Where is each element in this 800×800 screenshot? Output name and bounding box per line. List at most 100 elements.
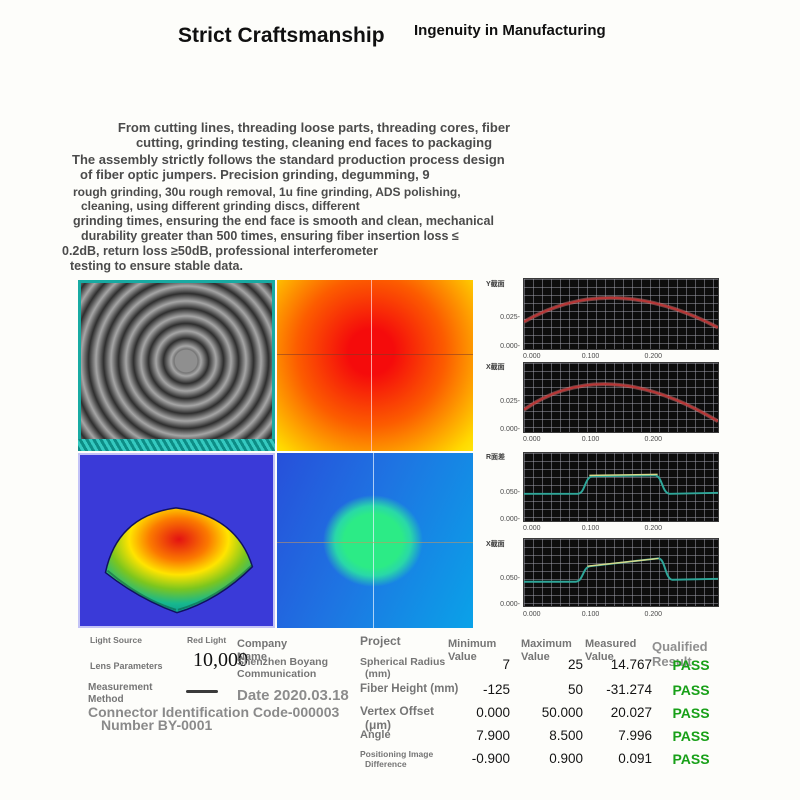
- paragraph-line: testing to ensure stable data.: [70, 258, 243, 273]
- x-axis-tick: 0.200: [644, 436, 663, 443]
- project-row-label: Spherical Radius (mm): [360, 656, 460, 680]
- project-name: Spherical Radius: [360, 656, 446, 668]
- project-name: Positioning Image: [360, 749, 434, 759]
- x-axis-ticks: 0.000 0.100 0.200: [523, 434, 719, 444]
- y-axis-tick: 0.050: [486, 489, 520, 496]
- light-source-label: Light Source: [90, 635, 142, 645]
- paragraph-line: From cutting lines, threading loose part…: [117, 120, 511, 135]
- x-axis-tick: 0.000: [523, 353, 541, 360]
- fiber-core-image: [277, 453, 473, 628]
- x-axis-tick: 0.200: [644, 353, 663, 360]
- paragraph-line: rough grinding, 30u rough removal, 1u fi…: [73, 185, 461, 199]
- interferogram-image: [78, 280, 275, 451]
- crosshair-vertical: [373, 453, 375, 628]
- x-axis-tick: 0.100: [581, 611, 600, 618]
- min-value-cell: -0.900: [471, 751, 510, 766]
- chart-height-step: [523, 452, 719, 522]
- project-row-label: Angle: [360, 729, 460, 742]
- x-axis-tick: 0.000: [523, 525, 541, 532]
- paragraph-line: durability greater than 500 times, ensur…: [81, 228, 459, 243]
- paragraph-assembly: The assembly strictly follows the standa…: [72, 152, 562, 183]
- chart-title-x-section: X截面: [486, 364, 505, 371]
- height-step-curve: [524, 473, 718, 495]
- y-axis-tick: 0.000: [486, 343, 520, 350]
- x-height-step-curve: [524, 557, 718, 583]
- minimum-value-column-header: Minimum Value: [448, 638, 497, 663]
- paragraph-grinding: rough grinding, 30u rough removal, 1u fi…: [73, 185, 553, 213]
- project-row-label: Positioning Image Difference: [360, 749, 460, 770]
- paragraph-testing: 0.2dB, return loss ≥50dB, professional i…: [62, 244, 502, 274]
- heatmap-image: [277, 280, 473, 451]
- chart-x-height-step: [523, 538, 719, 607]
- max-value-cell: 0.900: [549, 751, 583, 766]
- chart-title-x-height: X截面: [486, 541, 505, 548]
- chart-title-y-section: Y截面: [486, 281, 505, 288]
- min-value-cell: 7: [502, 657, 510, 672]
- measured-value-cell: -31.274: [606, 682, 652, 697]
- measured-value-column-header: Measured Value: [585, 638, 637, 663]
- project-name: Vertex Offset: [360, 704, 435, 718]
- result-badge: PASS: [672, 751, 710, 767]
- project-unit: (μm): [365, 717, 392, 732]
- paragraph-line: of fiber optic jumpers. Precision grindi…: [80, 167, 430, 183]
- measurement-method-value-scribble: [186, 690, 218, 693]
- y-axis-tick: 0.025: [486, 314, 520, 321]
- paragraph-line: cleaning, using different grinding discs…: [81, 199, 360, 214]
- connector-identification-code: Connector Identification Code-000003: [88, 704, 340, 720]
- light-source-value: Red Light: [187, 635, 227, 645]
- lens-parameters-value: 10,000: [193, 649, 248, 671]
- lens-parameters-label: Lens Parameters: [90, 661, 163, 671]
- measured-value-cell: 20.027: [610, 705, 652, 720]
- company-name-label: Company Name: [237, 638, 288, 663]
- crosshair-horizontal: [277, 542, 473, 544]
- x-axis-tick: 0.100: [581, 525, 600, 532]
- measured-value-cell: 0.091: [618, 751, 652, 766]
- chart-y-section: [523, 278, 719, 350]
- x-axis-ticks: 0.000 0.100 0.200: [523, 351, 719, 361]
- x-axis-ticks: 0.000 0.100 0.200: [523, 609, 719, 619]
- min-value-cell: 7.900: [476, 728, 510, 743]
- y-axis-tick: 0.000: [486, 426, 520, 433]
- x-axis-tick: 0.000: [523, 436, 541, 443]
- paragraph-line: cutting, grinding testing, cleaning end …: [135, 135, 493, 151]
- page-title: Strict Craftsmanship: [178, 24, 385, 47]
- project-row-label: Vertex Offset (μm): [360, 704, 460, 733]
- x-axis-ticks: 0.000 0.100 0.200: [523, 523, 719, 533]
- paragraph-line: The assembly strictly follows the standa…: [72, 152, 505, 167]
- surface-3d-image: [78, 453, 275, 628]
- y-axis-tick: 0.050: [486, 575, 520, 582]
- x-axis-tick: 0.200: [644, 525, 663, 532]
- measurement-method-label: Measurement Method: [88, 682, 153, 705]
- company-name-value: Shenzhen Boyang Communication: [237, 656, 329, 681]
- measured-value-cell: 7.996: [618, 728, 652, 743]
- project-name: Fiber Height (mm): [360, 683, 459, 695]
- chart-x-section: [523, 362, 719, 433]
- project-row-label: Fiber Height (mm): [360, 683, 460, 696]
- qualified-result-column-header: Qualified Result: [652, 639, 708, 669]
- x-axis-tick: 0.100: [581, 353, 600, 360]
- connector-identification-number: Number BY-0001: [101, 717, 213, 733]
- max-value-cell: 50: [567, 682, 583, 697]
- x-axis-tick: 0.100: [581, 436, 600, 443]
- y-profile-curve: [524, 295, 718, 330]
- maximum-value-column-header: Maximum Value: [521, 638, 572, 663]
- core-blob: [323, 495, 423, 587]
- project-column-header: Project: [360, 634, 401, 648]
- min-value-cell: 0.000: [476, 705, 510, 720]
- page-subtitle: Ingenuity in Manufacturing: [414, 22, 606, 39]
- paragraph-process-overview: From cutting lines, threading loose part…: [75, 120, 553, 151]
- paragraph-line: 0.2dB, return loss ≥50dB, professional i…: [62, 244, 378, 258]
- project-unit: (mm): [365, 668, 391, 681]
- dome-surface: [104, 507, 254, 614]
- y-axis-tick: 0.000: [486, 601, 520, 608]
- project-name: Angle: [360, 729, 391, 741]
- paragraph-durability: grinding times, ensuring the end face is…: [73, 214, 563, 244]
- crosshair-vertical: [371, 280, 373, 451]
- result-badge: PASS: [672, 705, 710, 721]
- report-date: Date 2020.03.18: [237, 687, 349, 704]
- max-value-cell: 50.000: [541, 705, 583, 720]
- measured-value-cell: 14.767: [610, 657, 652, 672]
- chart-title-height-diff: R面差: [486, 454, 506, 461]
- interferogram-bottom-band: [78, 439, 275, 451]
